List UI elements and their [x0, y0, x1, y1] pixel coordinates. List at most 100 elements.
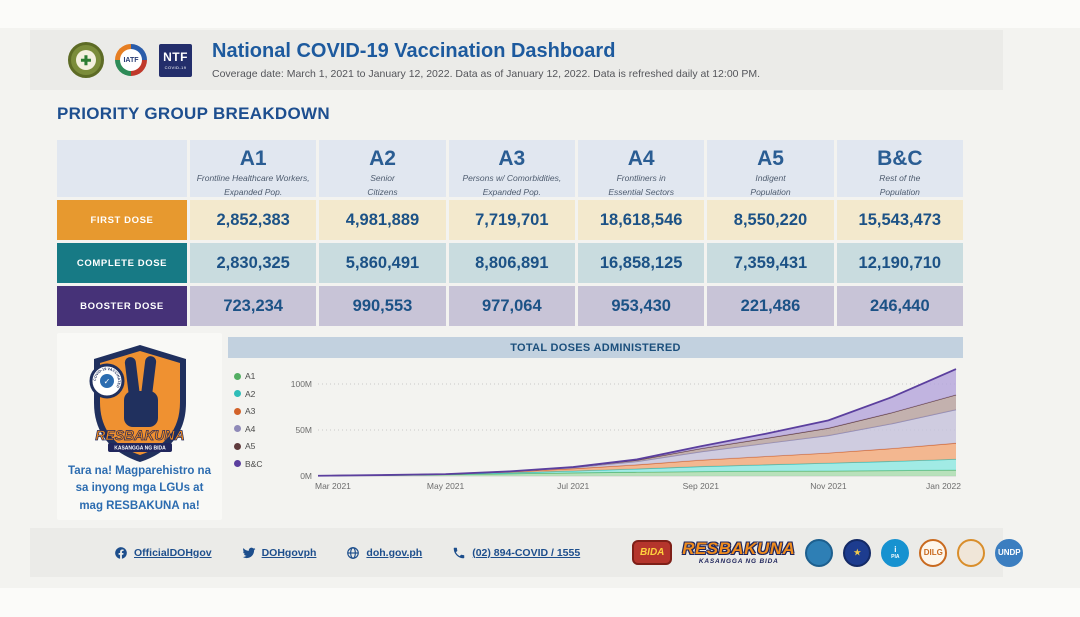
column-header-a3: A3 Persons w/ Comorbidities, Expanded Pop… — [448, 140, 575, 197]
page-title: National COVID-19 Vaccination Dashboard — [212, 40, 616, 62]
booster-dose-a3: 977,064 — [448, 286, 575, 326]
legend-dot-icon — [234, 390, 241, 397]
resbakuna-logo-title: RESBAKUNA — [95, 427, 184, 443]
twitter-handle[interactable]: DOHgovph — [261, 546, 317, 559]
complete-dose-label: COMPLETE DOSE — [57, 243, 187, 283]
legend-item-B&C: B&C — [234, 459, 274, 469]
svg-text:Nov 2021: Nov 2021 — [810, 481, 847, 491]
booster-dose-a5: 221,486 — [707, 286, 834, 326]
bida-badge-logo: BIDA — [632, 540, 673, 565]
svg-text:0M: 0M — [300, 471, 312, 481]
svg-text:✓: ✓ — [103, 377, 110, 386]
legend-item-A1: A1 — [234, 371, 274, 381]
area-band-A3 — [318, 443, 956, 476]
legend-item-A3: A3 — [234, 406, 274, 416]
column-header-a5: A5 Indigent Population — [707, 140, 834, 197]
footer-logos: BIDA RESBAKUNA KASANGGA NG BIDA ★ i PIA DILG UN… — [622, 538, 1024, 567]
column-header-bc: B&C Rest of the Population — [836, 140, 963, 197]
area-band-A2 — [318, 459, 956, 476]
blue-seal-logo — [805, 538, 834, 567]
iatf-seal-logo: IATF — [115, 44, 147, 76]
doses-area-chart: 0M 50M 100M Mar 2021 May 2021 Jul 2021 Sep 202… — [291, 368, 961, 491]
first-dose-a2: 4,981,889 — [319, 200, 446, 240]
complete-dose-row: COMPLETE DOSE 2,830,325 5,860,491 8,806,… — [57, 243, 963, 283]
legend-item-A2: A2 — [234, 389, 274, 399]
section-title: PRIORITY GROUP BREAKDOWN — [57, 104, 330, 123]
first-dose-a3: 7,719,701 — [448, 200, 575, 240]
header: ✚ IATF NTF COVID-19 National COVID-19 Va… — [30, 30, 1003, 90]
complete-dose-a3: 8,806,891 — [448, 243, 575, 283]
phone-icon — [453, 547, 465, 558]
pia-logo: i PIA — [881, 538, 910, 567]
area-band-B&C — [318, 369, 956, 476]
complete-dose-a4: 16,858,125 — [578, 243, 705, 283]
booster-dose-a1: 723,234 — [190, 286, 317, 326]
booster-dose-label: BOOSTER DOSE — [57, 286, 187, 326]
legend-label: A2 — [245, 388, 256, 399]
facebook-handle[interactable]: OfficialDOHgov — [134, 546, 212, 559]
promo-text: Tara na! Magparehistro na sa inyong mga … — [68, 465, 211, 512]
undp-logo: UNDP — [995, 538, 1024, 567]
hotline-number[interactable]: (02) 894-COVID / 1555 — [472, 546, 581, 559]
legend-item-A4: A4 — [234, 424, 274, 434]
column-header-a4: A4 Frontliners in Essential Sectors — [578, 140, 705, 197]
first-dose-label: FIRST DOSE — [57, 200, 187, 240]
svg-text:Sep 2021: Sep 2021 — [683, 481, 720, 491]
facebook-link[interactable]: OfficialDOHgov — [114, 546, 212, 560]
legend-dot-icon — [234, 460, 241, 467]
booster-dose-a2: 990,553 — [319, 286, 446, 326]
first-dose-a5: 8,550,220 — [707, 200, 834, 240]
website-link[interactable]: doh.gov.ph — [346, 546, 422, 560]
svg-text:Jul 2021: Jul 2021 — [557, 481, 589, 491]
doses-chart-panel: TOTAL DOSES ADMINISTERED A1 A2 A3 A4 A5 B&C 0… — [228, 337, 963, 507]
ntf-covid19-logo: NTF COVID-19 — [159, 43, 192, 77]
complete-dose-a1: 2,830,325 — [190, 243, 317, 283]
first-dose-bc: 15,543,473 — [836, 200, 963, 240]
legend-label: A4 — [245, 423, 256, 434]
area-band-A5 — [318, 394, 956, 476]
first-dose-row: FIRST DOSE 2,852,383 4,981,889 7,719,701… — [57, 200, 963, 240]
legend-item-A5: A5 — [234, 441, 274, 451]
priority-group-table: A1 Frontline Healthcare Workers, Expanded… — [57, 140, 963, 326]
legend-label: B&C — [245, 458, 263, 469]
svg-text:100M: 100M — [291, 379, 312, 389]
legend-label: A3 — [245, 406, 256, 416]
navy-star-seal-logo: ★ — [843, 538, 872, 567]
twitter-link[interactable]: DOHgovph — [242, 546, 317, 560]
coverage-date-note: Coverage date: March 1, 2021 to January … — [212, 68, 761, 80]
table-corner-cell — [57, 140, 187, 197]
footer: OfficialDOHgov DOHgovph doh.gov.ph (02) … — [30, 528, 1024, 577]
complete-dose-bc: 12,190,710 — [836, 243, 963, 283]
column-header-a1: A1 Frontline Healthcare Workers, Expanded… — [190, 140, 317, 197]
svg-text:May 2021: May 2021 — [427, 481, 465, 491]
resbakuna-promo-card: ✓ COVID-19 VACCINATED RESBAKUNA KASANGGA… — [57, 333, 222, 520]
chart-title: TOTAL DOSES ADMINISTERED — [228, 337, 963, 358]
facebook-icon — [115, 546, 127, 559]
iatf-label: IATF — [120, 49, 142, 71]
chart-legend: A1 A2 A3 A4 A5 B&C — [228, 358, 274, 505]
legend-dot-icon — [234, 425, 241, 432]
svg-text:Mar 2021: Mar 2021 — [315, 481, 351, 491]
complete-dose-a2: 5,860,491 — [319, 243, 446, 283]
area-band-A4 — [318, 409, 956, 476]
globe-icon — [347, 546, 360, 559]
legend-label: A1 — [245, 371, 256, 381]
first-dose-a4: 18,618,546 — [578, 200, 705, 240]
booster-dose-a4: 953,430 — [578, 286, 705, 326]
booster-dose-row: BOOSTER DOSE 723,234 990,553 977,064 953… — [57, 286, 963, 326]
twitter-icon — [242, 547, 256, 558]
svg-text:Jan 2022: Jan 2022 — [926, 481, 961, 491]
booster-dose-bc: 246,440 — [836, 286, 963, 326]
legend-dot-icon — [234, 372, 241, 380]
website-url[interactable]: doh.gov.ph — [366, 546, 423, 559]
hotline[interactable]: (02) 894-COVID / 1555 — [452, 546, 580, 560]
resbakuna-logo-subtitle: KASANGGA NG BIDA — [114, 446, 166, 452]
legend-dot-icon — [234, 407, 241, 415]
legend-dot-icon — [234, 442, 241, 450]
dilg-seal-logo: DILG — [919, 538, 948, 567]
legend-label: A5 — [245, 441, 256, 451]
doh-seal-logo: ✚ — [68, 42, 104, 78]
first-dose-a1: 2,852,383 — [190, 200, 317, 240]
resbakuna-shield-logo: ✓ COVID-19 VACCINATED RESBAKUNA KASANGGA… — [89, 345, 186, 462]
